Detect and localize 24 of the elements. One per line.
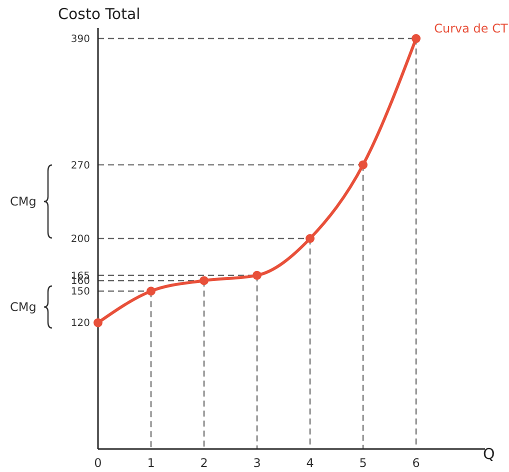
x-tick-label: 2 (200, 456, 208, 470)
point (306, 234, 315, 243)
point (146, 286, 156, 296)
point (358, 160, 368, 170)
series-label: Curva de CT (434, 22, 508, 36)
x-tick-label: 1 (147, 456, 155, 470)
point (200, 276, 209, 286)
point (412, 34, 421, 44)
y-axis-title: Costo Total (58, 5, 140, 23)
text: CMg (10, 300, 36, 314)
text: CMg (10, 194, 36, 208)
point (94, 318, 102, 328)
y-tick-label: 120 (70, 318, 90, 330)
x-tick-label: 6 (412, 456, 420, 470)
y-tick-label: 390 (70, 34, 90, 46)
x-tick-label: 3 (253, 456, 261, 470)
point (252, 270, 262, 280)
x-tick-label: 5 (359, 456, 367, 470)
x-axis-title: Q (483, 445, 495, 463)
y-tick-label: 270 (70, 160, 90, 172)
x-tick-label: 4 (306, 456, 314, 470)
y-tick-label: 150 (70, 286, 90, 298)
y-tick-label: 200 (70, 234, 90, 245)
x-tick-label: 0 (94, 456, 102, 470)
